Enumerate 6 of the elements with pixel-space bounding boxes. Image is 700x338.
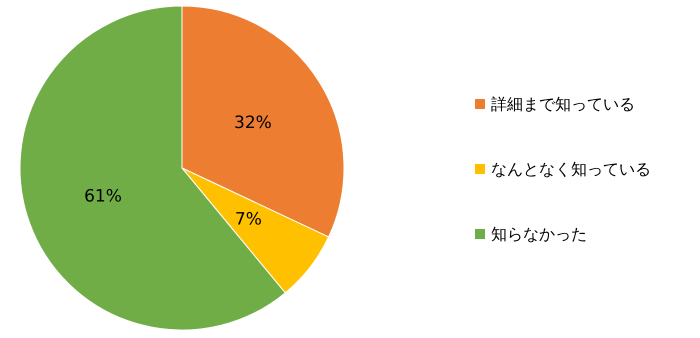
data-label: 32% bbox=[234, 112, 272, 133]
legend-label: 知らなかった bbox=[491, 224, 587, 244]
data-label: 61% bbox=[84, 186, 122, 206]
legend-label: 詳細まで知っている bbox=[491, 94, 635, 114]
legend-label: なんとなく知っている bbox=[491, 160, 651, 178]
data-label: 7% bbox=[234, 209, 262, 230]
